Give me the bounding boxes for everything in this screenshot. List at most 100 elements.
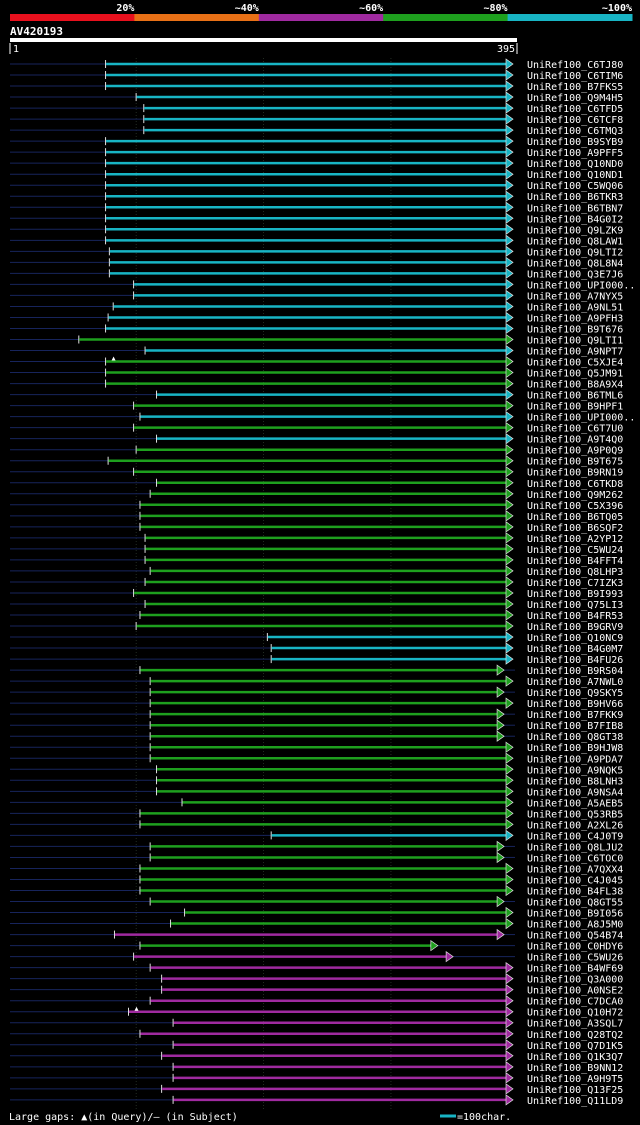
- hit-arrow: [505, 444, 514, 456]
- hit-row: UniRef100_Q9M4H5: [10, 91, 623, 104]
- hit-row: UniRef100_B9RN19: [10, 466, 623, 479]
- scale-segment: [507, 14, 633, 21]
- hit-row: UniRef100_Q53RB5: [10, 807, 623, 820]
- hit-arrow: [505, 124, 514, 136]
- hit-label: UniRef100_B4FU26: [527, 655, 623, 666]
- hit-row: UniRef100_Q5JM91: [10, 366, 623, 380]
- hit-arrow: [505, 477, 514, 489]
- hit-arrow: [505, 212, 514, 224]
- hit-label: UniRef100_C6TCF8: [527, 115, 623, 126]
- hit-label: UniRef100_C4J0T9: [527, 831, 623, 842]
- hit-label: UniRef100_Q8LHP3: [527, 567, 623, 578]
- hit-row: UniRef100_C6TJ80: [10, 58, 623, 71]
- hit-row: UniRef100_B6SQF2: [10, 521, 623, 534]
- scale-label: ~40%: [235, 3, 259, 14]
- hit-row: UniRef100_Q9LTI2: [10, 245, 623, 258]
- hit-label: UniRef100_A9T4Q0: [527, 435, 623, 446]
- hit-label: UniRef100_A0NSE2: [527, 986, 623, 997]
- hit-row: UniRef100_A9P0Q9: [10, 444, 623, 457]
- hit-row: UniRef100_B8LNH3: [10, 774, 623, 787]
- hit-arrow: [505, 344, 514, 357]
- hit-arrow: [505, 421, 514, 434]
- hit-label: UniRef100_B8A9X4: [527, 380, 623, 391]
- hit-row: UniRef100_Q8L8N4: [10, 256, 623, 269]
- hit-arrow: [505, 1083, 514, 1095]
- hit-row: UniRef100_B6TQ05: [10, 510, 623, 523]
- hit-label: UniRef100_Q75LI3: [527, 600, 623, 611]
- hit-label: UniRef100_B9I056: [527, 909, 623, 920]
- hit-row: UniRef100_C6TMQ3: [10, 124, 623, 137]
- hit-label: UniRef100_B9HPF1: [527, 402, 623, 413]
- hit-arrow: [505, 311, 514, 324]
- hit-row: UniRef100_A9NQK5: [10, 763, 623, 776]
- hit-label: UniRef100_A2YP12: [527, 534, 623, 545]
- hit-arrow: [505, 774, 514, 786]
- hit-arrow: [505, 234, 514, 247]
- hit-row: UniRef100_B6TBN7: [10, 201, 623, 214]
- hit-row: UniRef100_Q10ND0: [10, 157, 623, 170]
- scale-bar-label: =100char.: [457, 1112, 511, 1123]
- hit-label: UniRef100_B9HV66: [527, 699, 623, 710]
- hit-arrow: [505, 1061, 514, 1073]
- hit-arrow: [505, 366, 514, 379]
- hit-row: UniRef100_C6TCF8: [10, 113, 623, 126]
- hit-row: UniRef100_C0HDY6: [10, 939, 623, 953]
- hit-label: UniRef100_A9NSA4: [527, 787, 623, 798]
- hit-arrow: [445, 950, 454, 963]
- hit-label: UniRef100_C5WQ06: [527, 181, 623, 192]
- hit-row: UniRef100_B9T675: [10, 455, 623, 468]
- hit-row: UniRef100_C6TIM6: [10, 69, 623, 82]
- hit-row: UniRef100_Q8LAW1: [10, 234, 623, 247]
- hit-row: UniRef100_C6TKD8: [10, 477, 623, 490]
- hit-label: UniRef100_UPI000..: [527, 280, 635, 291]
- hit-row: UniRef100_C6TOC0: [10, 851, 623, 864]
- hit-arrow: [505, 917, 514, 930]
- hit-row: UniRef100_A9NPT7: [10, 344, 623, 358]
- hit-label: UniRef100_Q3A000: [527, 975, 623, 986]
- hit-row: UniRef100_Q28TQ2: [10, 1028, 623, 1041]
- hit-list: UniRef100_C6TJ80UniRef100_C6TIM6UniRef10…: [10, 58, 635, 1107]
- hit-arrow: [496, 686, 505, 698]
- hit-label: UniRef100_C6TJ80: [527, 60, 623, 71]
- hit-arrow: [505, 807, 514, 820]
- hit-label: UniRef100_Q7D1K5: [527, 1041, 623, 1052]
- hit-label: UniRef100_B9I993: [527, 589, 623, 600]
- hit-label: UniRef100_A9NPT7: [527, 347, 623, 358]
- hit-label: UniRef100_C0HDY6: [527, 942, 623, 953]
- hit-label: UniRef100_B9GRV9: [527, 622, 623, 633]
- hit-row: UniRef100_Q9M262: [10, 488, 623, 501]
- hit-arrow: [505, 675, 514, 687]
- hit-row: UniRef100_A2XL26: [10, 818, 623, 831]
- hit-label: UniRef100_A3SQL7: [527, 1019, 623, 1030]
- hit-arrow: [496, 719, 505, 731]
- hit-label: UniRef100_B6TQ05: [527, 512, 623, 523]
- hit-arrow: [505, 785, 514, 798]
- hit-arrow: [505, 256, 514, 269]
- hit-row: UniRef100_UPI000..: [10, 410, 635, 424]
- hit-label: UniRef100_A9NQK5: [527, 765, 623, 776]
- hit-arrow: [505, 69, 514, 81]
- hit-label: UniRef100_A9PFH3: [527, 313, 623, 324]
- hit-row: UniRef100_Q1K3Q7: [10, 1050, 623, 1063]
- hit-arrow: [505, 113, 514, 125]
- hit-arrow: [505, 455, 514, 467]
- hit-label: UniRef100_A7QXX4: [527, 864, 623, 875]
- hit-label: UniRef100_A9PDA7: [527, 754, 623, 765]
- hit-arrow: [505, 245, 514, 258]
- hit-row: UniRef100_B7FKS5: [10, 80, 623, 93]
- hit-label: UniRef100_A9NL51: [527, 302, 623, 313]
- hit-arrow: [505, 1039, 514, 1051]
- hit-row: UniRef100_A5AEB5: [10, 796, 623, 809]
- hit-label: UniRef100_Q54B74: [527, 931, 623, 942]
- hit-row: UniRef100_Q9LZK9: [10, 223, 623, 236]
- hit-arrow: [505, 278, 514, 291]
- scale-label: ~100%: [602, 3, 632, 14]
- hit-row: UniRef100_A9NL51: [10, 300, 623, 313]
- hit-row: UniRef100_B4WF69: [10, 961, 623, 975]
- hit-row: UniRef100_A7QXX4: [10, 862, 623, 875]
- hit-row: UniRef100_Q3A000: [10, 972, 623, 986]
- hit-row: UniRef100_A2YP12: [10, 532, 623, 545]
- hit-label: UniRef100_Q5JM91: [527, 369, 623, 380]
- hit-row: UniRef100_B4G0M7: [10, 642, 623, 655]
- hit-row: UniRef100_A9PDA7: [10, 752, 623, 765]
